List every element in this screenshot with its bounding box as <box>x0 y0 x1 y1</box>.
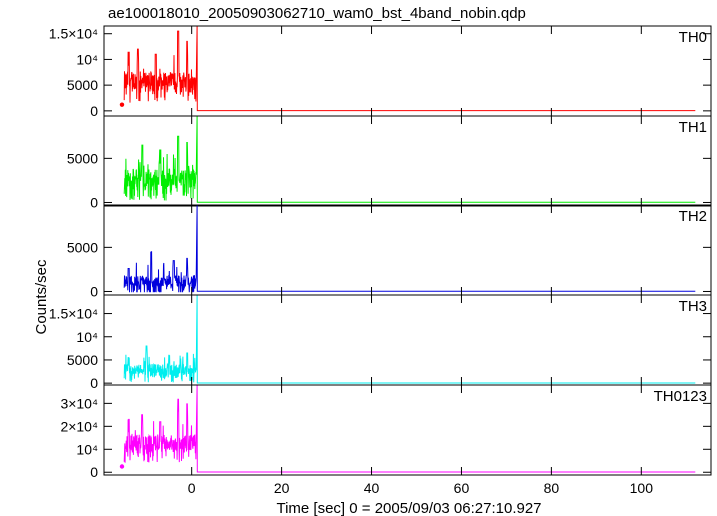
panel-frame <box>103 384 712 476</box>
y-tick-label: 5000 <box>67 77 98 93</box>
series-line-th3 <box>123 294 696 384</box>
x-tick-label: 40 <box>364 480 380 496</box>
y-tick-label: 5000 <box>67 352 98 368</box>
x-tick-label: 80 <box>544 480 560 496</box>
series-line-th1 <box>123 115 696 203</box>
panel-label: TH0123 <box>654 388 707 405</box>
panel-label: TH2 <box>679 208 707 225</box>
y-tick-label: 10⁴ <box>76 441 98 457</box>
y-tick-label: 1.5×10⁴ <box>49 26 98 42</box>
series-line-th2 <box>123 204 696 293</box>
y-tick-label: 0 <box>90 103 98 119</box>
x-tick-label: 60 <box>454 480 470 496</box>
onset-marker-th0123 <box>119 464 125 469</box>
panel-th0123: 0 10⁴ 2×10⁴ 3×10⁴ TH0123 <box>60 384 712 480</box>
y-tick-label: 0 <box>90 283 98 299</box>
series-line-th0 <box>123 25 696 112</box>
panels-group: 0 5000 10⁴ 1.5×10⁴ TH0 0 5000 TH1 0 5000 TH2 0 5000 1… <box>49 25 712 496</box>
panel-label: TH0 <box>679 29 707 46</box>
y-tick-label: 3×10⁴ <box>60 395 98 411</box>
panel-frame <box>103 25 712 117</box>
y-tick-label: 10⁴ <box>76 51 98 67</box>
y-tick-label: 1.5×10⁴ <box>49 306 98 322</box>
x-tick-label: 100 <box>630 480 654 496</box>
y-tick-label: 10⁴ <box>76 329 98 345</box>
onset-marker-th0 <box>119 102 125 107</box>
panel-th1: 0 5000 TH1 <box>67 115 712 210</box>
panel-th2: 0 5000 TH2 <box>67 204 712 299</box>
y-tick-label: 5000 <box>67 239 98 255</box>
chart-title: ae100018010_20050903062710_wam0_bst_4ban… <box>108 5 526 22</box>
panel-label: TH3 <box>679 298 707 315</box>
panel-frame <box>103 115 712 207</box>
y-tick-label: 0 <box>90 464 98 480</box>
panel-th0: 0 5000 10⁴ 1.5×10⁴ TH0 <box>49 25 712 119</box>
panel-label: TH1 <box>679 119 707 136</box>
x-tick-label: 0 <box>188 480 196 496</box>
series-line-th0123 <box>123 384 696 473</box>
y-tick-label: 0 <box>90 375 98 391</box>
y-tick-label: 2×10⁴ <box>60 418 98 434</box>
panel-th3: 0 5000 10⁴ 1.5×10⁴ TH3 <box>49 294 712 391</box>
x-tick-label: 20 <box>274 480 290 496</box>
y-tick-label: 5000 <box>67 150 98 166</box>
y-axis-label: Counts/sec <box>33 259 50 335</box>
x-axis-label: Time [sec] 0 = 2005/09/03 06:27:10.927 <box>276 500 541 516</box>
y-tick-label: 0 <box>90 194 98 210</box>
